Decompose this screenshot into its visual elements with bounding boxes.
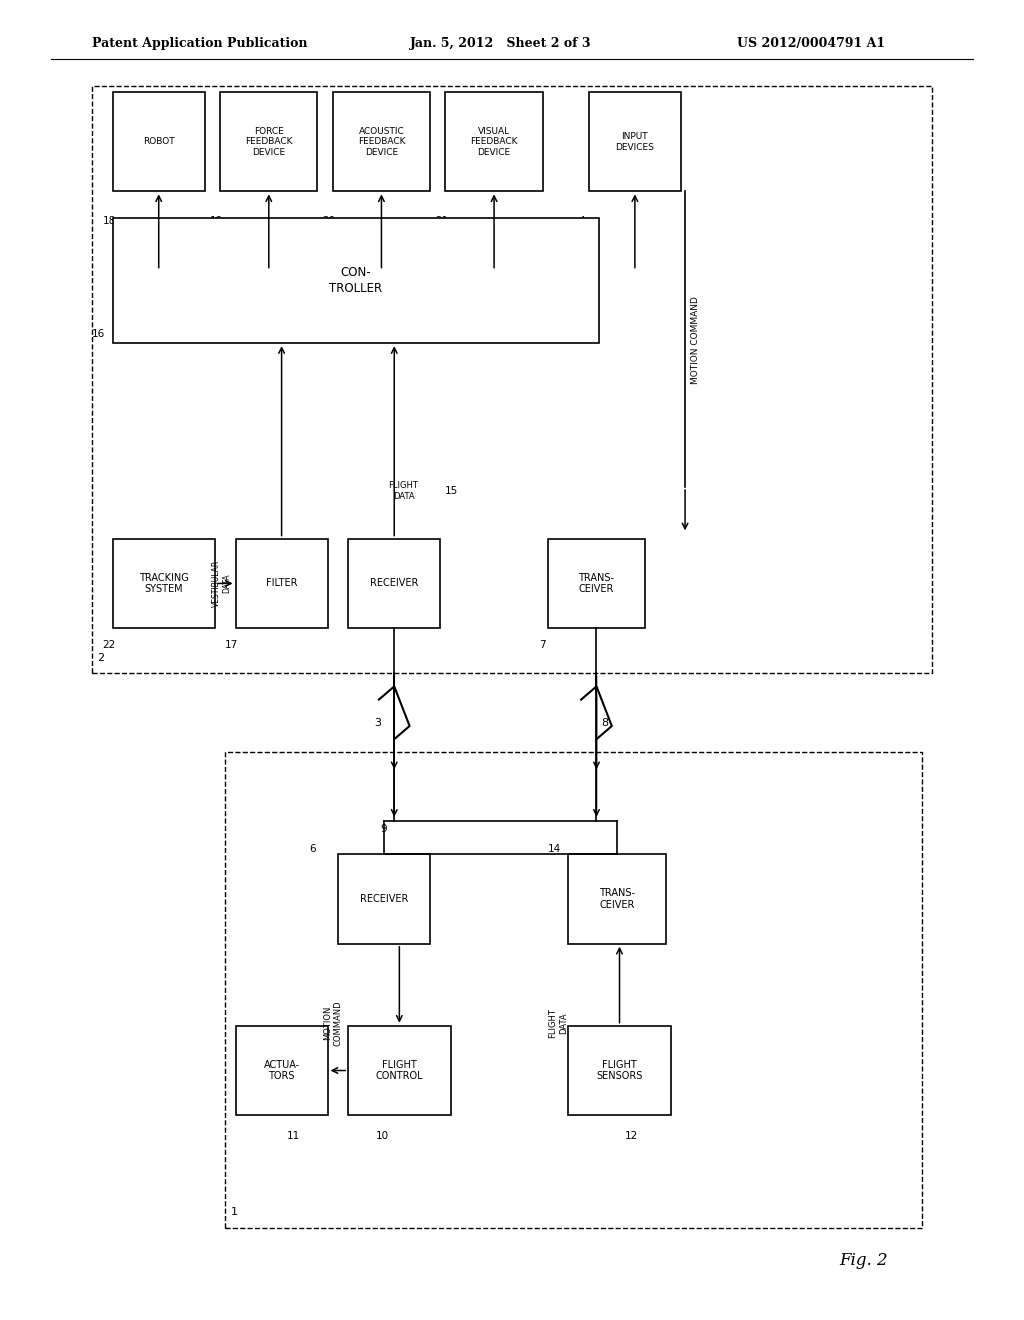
Text: INPUT
DEVICES: INPUT DEVICES xyxy=(615,132,654,152)
Text: FLIGHT
CONTROL: FLIGHT CONTROL xyxy=(376,1060,423,1081)
Bar xyxy=(568,1026,671,1115)
Bar xyxy=(348,539,440,628)
Text: ROBOT: ROBOT xyxy=(143,137,174,147)
Text: RECEIVER: RECEIVER xyxy=(370,578,419,589)
Text: 20: 20 xyxy=(323,216,336,227)
Text: 16: 16 xyxy=(92,329,105,339)
Bar xyxy=(589,92,681,191)
Text: 19: 19 xyxy=(210,216,223,227)
Bar xyxy=(236,539,328,628)
Text: 2: 2 xyxy=(97,652,104,663)
Text: 15: 15 xyxy=(444,486,458,496)
Bar xyxy=(113,539,215,628)
Text: MOTION
COMMAND: MOTION COMMAND xyxy=(324,1001,342,1045)
Text: FLIGHT
DATA: FLIGHT DATA xyxy=(388,482,419,500)
Bar xyxy=(445,92,543,191)
Text: 12: 12 xyxy=(625,1131,638,1142)
Bar xyxy=(548,539,645,628)
Text: US 2012/0004791 A1: US 2012/0004791 A1 xyxy=(737,37,886,50)
Bar xyxy=(333,92,430,191)
Text: FORCE
FEEDBACK
DEVICE: FORCE FEEDBACK DEVICE xyxy=(245,127,293,157)
Bar xyxy=(338,854,430,944)
Bar xyxy=(92,86,932,673)
Bar xyxy=(348,1026,451,1115)
Text: TRACKING
SYSTEM: TRACKING SYSTEM xyxy=(139,573,188,594)
Text: FLIGHT
SENSORS: FLIGHT SENSORS xyxy=(596,1060,643,1081)
Text: VESTIBULAR
DATA: VESTIBULAR DATA xyxy=(212,560,230,607)
Text: VISUAL
FEEDBACK
DEVICE: VISUAL FEEDBACK DEVICE xyxy=(470,127,518,157)
Text: 18: 18 xyxy=(102,216,116,227)
Text: 1: 1 xyxy=(230,1206,238,1217)
Bar xyxy=(113,92,205,191)
Text: 6: 6 xyxy=(309,843,315,854)
Text: Jan. 5, 2012   Sheet 2 of 3: Jan. 5, 2012 Sheet 2 of 3 xyxy=(410,37,591,50)
Bar xyxy=(220,92,317,191)
Text: Patent Application Publication: Patent Application Publication xyxy=(92,37,307,50)
Text: 14: 14 xyxy=(548,843,561,854)
Text: ACTUA-
TORS: ACTUA- TORS xyxy=(263,1060,300,1081)
Text: 17: 17 xyxy=(225,640,239,651)
Text: MOTION COMMAND: MOTION COMMAND xyxy=(691,297,699,384)
Text: 8: 8 xyxy=(602,718,608,729)
Text: TRANS-
CEIVER: TRANS- CEIVER xyxy=(579,573,614,594)
Text: CON-
TROLLER: CON- TROLLER xyxy=(330,267,382,294)
Bar xyxy=(236,1026,328,1115)
Text: 9: 9 xyxy=(381,824,387,834)
Text: 4: 4 xyxy=(579,216,585,227)
Text: RECEIVER: RECEIVER xyxy=(359,894,409,904)
Text: 3: 3 xyxy=(374,718,381,729)
Bar xyxy=(568,854,666,944)
Text: FILTER: FILTER xyxy=(266,578,297,589)
Text: 22: 22 xyxy=(102,640,116,651)
Text: 10: 10 xyxy=(376,1131,389,1142)
Text: 7: 7 xyxy=(539,640,545,651)
Text: TRANS-
CEIVER: TRANS- CEIVER xyxy=(599,888,635,909)
Bar xyxy=(113,218,599,343)
Text: Fig. 2: Fig. 2 xyxy=(840,1253,888,1269)
Text: ACOUSTIC
FEEDBACK
DEVICE: ACOUSTIC FEEDBACK DEVICE xyxy=(357,127,406,157)
Bar xyxy=(225,752,922,1228)
Text: 11: 11 xyxy=(287,1131,300,1142)
Text: 21: 21 xyxy=(435,216,449,227)
Text: FLIGHT
DATA: FLIGHT DATA xyxy=(549,1008,567,1038)
